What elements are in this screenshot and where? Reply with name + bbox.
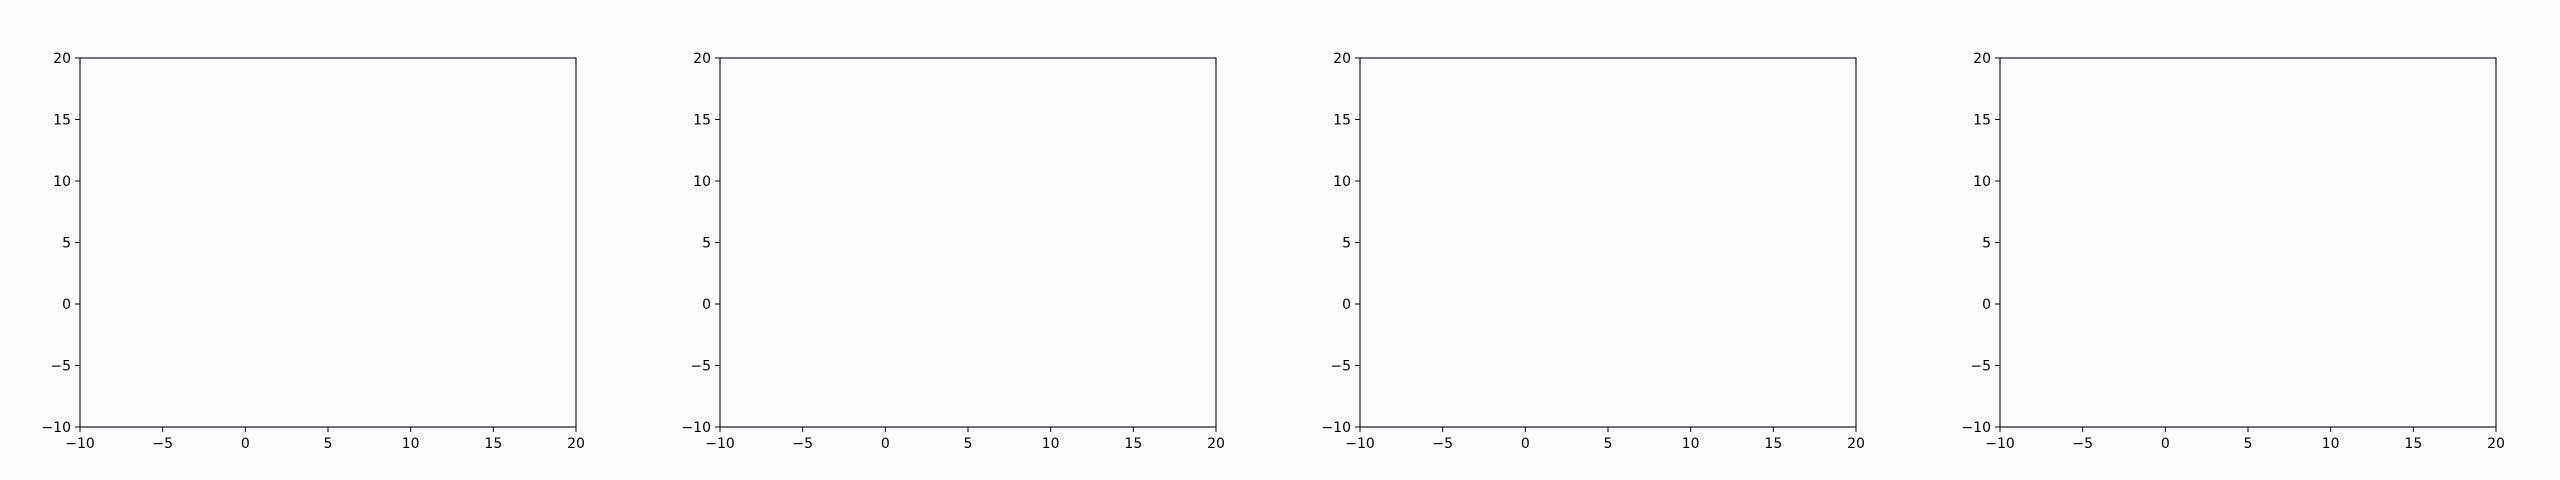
y-tick-label: 20	[1973, 51, 1991, 67]
x-tick-label: −5	[2072, 436, 2093, 452]
x-tick-label: −5	[152, 436, 173, 452]
y-tick-label: 20	[1333, 51, 1351, 67]
x-tick-label: −10	[705, 436, 735, 452]
y-tick-label: −10	[681, 420, 711, 436]
x-tick-label: 10	[1682, 436, 1700, 452]
x-tick-label: 5	[1604, 436, 1613, 452]
y-tick-label: 5	[702, 236, 711, 252]
x-tick-label: 15	[1124, 436, 1142, 452]
x-tick-label: 20	[1207, 436, 1225, 452]
y-tick-label: 15	[53, 113, 71, 129]
x-tick-label: 15	[1764, 436, 1782, 452]
y-tick-label: 15	[693, 113, 711, 129]
y-tick-label: 20	[53, 51, 71, 67]
x-tick-label: 5	[324, 436, 333, 452]
x-tick-label: 0	[241, 436, 250, 452]
x-tick-label: −10	[1985, 436, 2015, 452]
x-tick-label: 20	[567, 436, 585, 452]
subplot-2: −10 −5 0 5 10 15 20 −10 −5 0 5 10 15 20	[681, 51, 1224, 452]
x-tick-label: 0	[2161, 436, 2170, 452]
x-tick-label: 5	[2244, 436, 2253, 452]
y-tick-label: 10	[693, 174, 711, 190]
y-tick-label: 5	[1982, 236, 1991, 252]
y-tick-label: 10	[1973, 174, 1991, 190]
x-tick-label: 20	[1847, 436, 1865, 452]
x-tick-label: 10	[1042, 436, 1060, 452]
y-tick-label: 0	[62, 297, 71, 313]
x-tick-label: 5	[964, 436, 973, 452]
y-tick-label: −10	[41, 420, 71, 436]
y-tick-label: −5	[1970, 359, 1991, 375]
y-tick-label: −5	[1330, 359, 1351, 375]
y-tick-label: 15	[1973, 113, 1991, 129]
y-tick-label: −10	[1961, 420, 1991, 436]
y-tick-label: 0	[702, 297, 711, 313]
x-tick-label: 0	[881, 436, 890, 452]
y-tick-label: 0	[1982, 297, 1991, 313]
x-tick-label: −10	[65, 436, 95, 452]
x-tick-label: 15	[2404, 436, 2422, 452]
x-tick-label: 20	[2487, 436, 2505, 452]
x-tick-label: 10	[402, 436, 420, 452]
x-tick-label: −5	[792, 436, 813, 452]
x-tick-label: −5	[1432, 436, 1453, 452]
x-tick-label: −10	[1345, 436, 1375, 452]
subplot-3: −10 −5 0 5 10 15 20 −10 −5 0 5 10 15 20	[1321, 51, 1864, 452]
y-tick-label: −5	[50, 359, 71, 375]
y-tick-label: 10	[1333, 174, 1351, 190]
x-tick-label: 0	[1521, 436, 1530, 452]
x-tick-label: 10	[2322, 436, 2340, 452]
y-tick-label: 10	[53, 174, 71, 190]
y-tick-label: 20	[693, 51, 711, 67]
y-tick-label: 5	[62, 236, 71, 252]
subplot-1: −10 −5 0 5 10 15 20 −10 −5 0 5 10 15 20	[41, 51, 584, 452]
y-tick-label: 5	[1342, 236, 1351, 252]
subplot-4: −10 −5 0 5 10 15 20 −10 −5 0 5 10 15 20	[1961, 51, 2504, 452]
y-tick-label: 15	[1333, 113, 1351, 129]
x-tick-label: 15	[484, 436, 502, 452]
y-tick-label: 0	[1342, 297, 1351, 313]
y-tick-label: −10	[1321, 420, 1351, 436]
y-tick-label: −5	[690, 359, 711, 375]
